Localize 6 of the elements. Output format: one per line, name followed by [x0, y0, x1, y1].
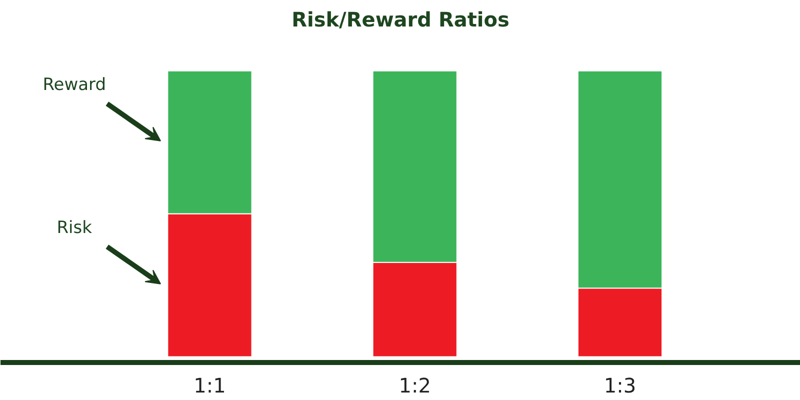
x-tick-label: 1:1 — [194, 374, 226, 398]
text: Reward — [42, 75, 106, 96]
chart-title: Risk/Reward Ratios — [292, 8, 510, 32]
x-tick-label: 1:3 — [604, 374, 636, 398]
text: Risk — [56, 218, 92, 238]
x-tick-label: 1:2 — [398, 374, 431, 398]
